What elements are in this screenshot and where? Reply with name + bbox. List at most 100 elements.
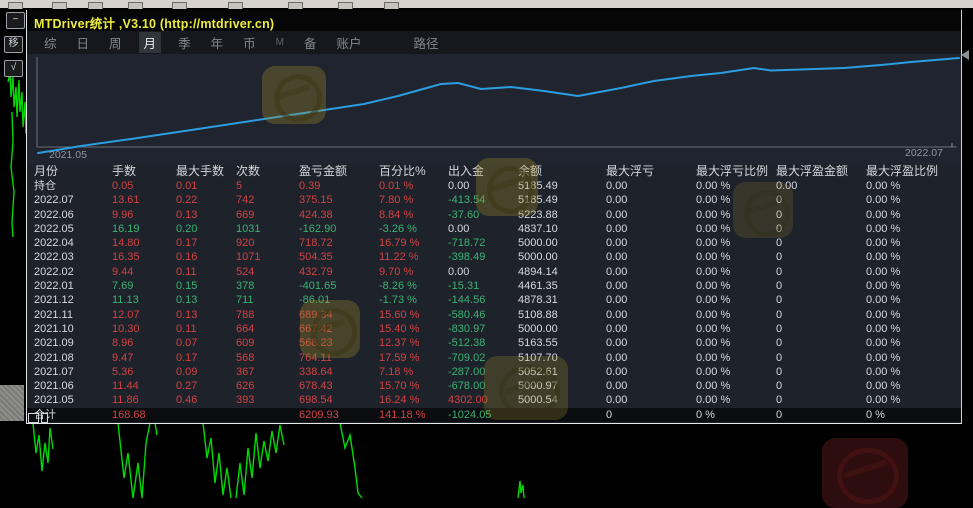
table-cell: 0 (776, 394, 783, 407)
table-cell: 0 (776, 251, 783, 264)
table-cell: 0.00 (606, 394, 628, 407)
table-cell: 4894.14 (518, 265, 558, 278)
tab-item[interactable]: M (275, 37, 284, 48)
table-cell: 0.00 % (866, 380, 901, 393)
table-cell: 0.00 % (696, 394, 731, 407)
table-cell: 11.13 (112, 294, 139, 307)
table-cell: 378 (236, 280, 255, 293)
table-cell: 7.69 (112, 280, 134, 293)
table-cell: 5.36 (112, 365, 134, 378)
table-cell: 0 (776, 380, 783, 393)
table-cell: 5107.70 (518, 351, 558, 364)
fit-check-button[interactable]: √ (4, 60, 23, 77)
table-cell: 0 (776, 194, 783, 207)
table-cell: 0 (776, 265, 783, 278)
table-cell: 0.46 (176, 394, 198, 407)
table-cell: 4878.31 (518, 294, 558, 307)
table-cell: 9.70 % (379, 265, 414, 278)
table-cell: 5000.54 (518, 394, 558, 407)
table-cell: 2022.06 (34, 208, 74, 221)
table-cell: -3.26 % (379, 222, 417, 235)
table-cell: 0.22 (176, 194, 198, 207)
move-button[interactable]: 移 (4, 36, 23, 53)
table-cell: 0.00 (606, 265, 628, 278)
panel-corner-icon[interactable] (28, 413, 48, 423)
table-cell: 0.01 (176, 180, 198, 192)
tab-item[interactable]: 备 (303, 37, 317, 51)
table-cell (518, 408, 606, 422)
table-cell: 168.68 (112, 408, 146, 421)
table-cell: 718.72 (299, 237, 333, 250)
table-row: 2021.10 10.30 0.11 664 667.42 15.40 % -830.97 5… (27, 322, 961, 336)
chart-right-marker (961, 50, 969, 60)
table-row: 2021.06 11.44 0.27 626 678.43 15.70 % -678.00 5… (27, 379, 961, 393)
table-cell: 0.00 % (866, 394, 901, 407)
table-cell: 0.00 % (866, 308, 901, 321)
table-cell: 0.00 % (696, 280, 731, 293)
minimize-button[interactable]: − (6, 12, 25, 29)
column-header: 最大浮盈比例 (866, 164, 939, 178)
tab-item[interactable]: 月 (138, 32, 162, 53)
table-cell: 338.64 (299, 365, 333, 378)
column-header: 百分比% (379, 164, 426, 178)
table-cell: 0.13 (176, 294, 198, 307)
table-cell: 7.18 % (379, 365, 414, 378)
table-cell: 0 (776, 308, 783, 321)
table-row: 2021.09 8.96 0.07 609 568.23 12.37 % -512.38 51… (27, 336, 961, 350)
table-cell: 0 (776, 237, 783, 250)
table-cell: -580.46 (448, 308, 486, 321)
table-cell: 0 (776, 294, 783, 307)
table-row: 2022.01 7.69 0.15 378 -401.65 -8.26 % -15.31 44… (27, 279, 961, 293)
table-cell (236, 408, 299, 422)
tab-item[interactable]: 年 (210, 37, 224, 51)
table-cell: 7.80 % (379, 194, 414, 207)
table-cell: 2022.05 (34, 222, 74, 235)
table-cell: 0.00 % (696, 237, 731, 250)
table-cell: 698.54 (299, 394, 333, 407)
tab-item[interactable]: 季 (178, 37, 191, 51)
table-cell: 0.01 % (379, 180, 414, 192)
table-cell: 0.00 % (866, 265, 901, 278)
table-cell: -1024.05 (448, 408, 492, 421)
table-cell: 2022.07 (34, 194, 74, 207)
tab-item[interactable]: 日 (76, 37, 90, 51)
table-cell: -162.90 (299, 222, 337, 235)
table-cell: 0.11 (176, 322, 197, 335)
table-cell: 0.00 (606, 222, 628, 235)
path-button[interactable]: 路径 (413, 37, 439, 51)
table-cell: 141.18 % (379, 408, 426, 421)
table-cell: 9.96 (112, 208, 134, 221)
table-cell: 0.17 (176, 351, 198, 364)
bottom-market-sparkline (32, 423, 525, 498)
table-cell: 5000.97 (518, 380, 558, 393)
table-row: 持仓 0.05 0.01 5 0.39 0.01 % 0.00 5185.49 0.00 0.00… (27, 179, 961, 193)
monthly-stats-table: 月份 手数 最大手数 次数 盈亏金额 百分比% 出入金 余额 最大浮亏 最大浮亏比例 最大浮盈金额 最… (27, 164, 961, 423)
table-cell: 626 (236, 380, 255, 393)
table-cell: 0 (776, 322, 783, 335)
tab-item[interactable]: 综 (44, 37, 57, 51)
tab-item[interactable]: 账户 (336, 37, 362, 51)
table-row: 2022.04 14.80 0.17 920 718.72 16.79 % -718.72 5… (27, 236, 961, 250)
table-cell: 16.35 (112, 251, 140, 264)
tab-item[interactable]: 币 (243, 37, 256, 51)
table-cell: -413.54 (448, 194, 486, 207)
table-cell: 0.00 % (866, 351, 901, 364)
tab-item[interactable]: 周 (109, 37, 122, 51)
table-cell: 0 (776, 337, 783, 350)
table-cell: 4302.00 (448, 394, 488, 407)
table-cell: 0.09 (176, 365, 198, 378)
table-cell: 0.00 % (696, 337, 731, 350)
table-cell: 5223.88 (518, 208, 558, 221)
table-cell: 6209.93 (299, 408, 339, 421)
table-row: 2021.11 12.07 0.13 788 689.34 15.60 % -580.46 5… (27, 308, 961, 322)
table-cell: 0 % (696, 408, 715, 421)
table-total-row: 合计 168.68 6209.93 141.18 % -1024.05 0 0 % 0 0 % (27, 407, 961, 423)
table-cell: 5185.49 (518, 194, 558, 207)
table-cell: 4461.35 (518, 280, 558, 293)
table-cell: 568 (236, 351, 255, 364)
background-toolbar-strip (0, 0, 973, 9)
table-cell: 0.20 (176, 222, 198, 235)
panel-title-bar[interactable]: MTDriver统计 ,V3.10 (http://mtdriver.cn) (27, 10, 961, 31)
table-cell: 2022.04 (34, 237, 74, 250)
